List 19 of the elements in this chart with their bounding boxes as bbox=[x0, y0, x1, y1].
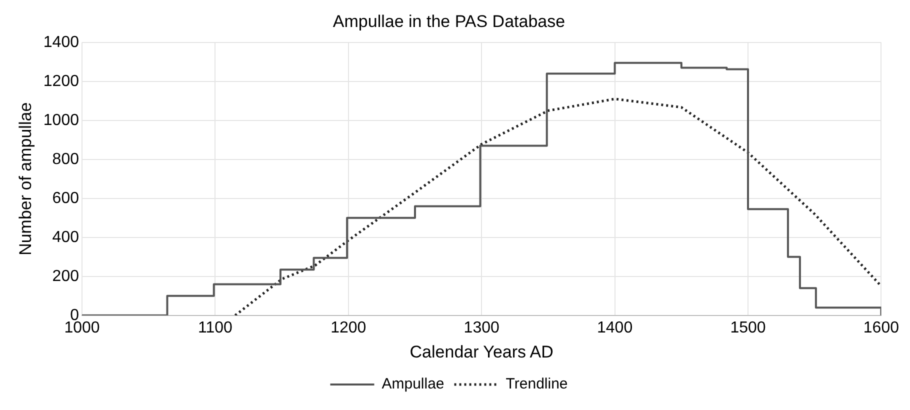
legend-label: Ampullae bbox=[382, 376, 444, 393]
x-axis-title: Calendar Years AD bbox=[410, 342, 554, 362]
x-tick-label: 1500 bbox=[730, 319, 766, 336]
y-axis-title: Number of ampullae bbox=[16, 102, 35, 256]
x-tick-label: 1400 bbox=[597, 319, 633, 336]
y-tick-label: 800 bbox=[52, 150, 80, 168]
y-tick-label: 1200 bbox=[43, 72, 80, 90]
y-tick-label: 200 bbox=[52, 268, 80, 285]
x-tick-label: 1200 bbox=[330, 319, 366, 336]
x-tick-label: 1600 bbox=[863, 319, 900, 336]
x-tick-label: 1100 bbox=[198, 319, 232, 336]
x-tick-label: 1300 bbox=[464, 319, 500, 336]
y-tick-label: 400 bbox=[52, 228, 80, 246]
line-series bbox=[234, 98, 882, 316]
y-tick-label: 1400 bbox=[43, 34, 80, 51]
y-tick-label: 1000 bbox=[43, 112, 80, 129]
legend-label: Trendline bbox=[506, 376, 568, 393]
chart-title: Ampullae in the PAS Database bbox=[332, 12, 566, 31]
y-tick-label: 600 bbox=[52, 190, 80, 207]
